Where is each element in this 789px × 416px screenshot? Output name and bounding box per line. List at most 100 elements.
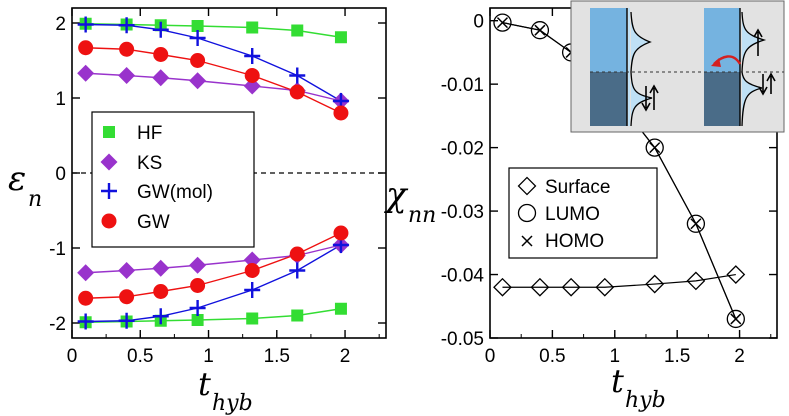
right-ytick-label: 0: [473, 12, 484, 33]
right-ytick-label: -0.03: [441, 202, 484, 223]
point-ks-upper: [243, 77, 261, 95]
point-gw-lower: [333, 225, 349, 241]
legend-lumo-label: LUMO: [545, 204, 600, 225]
point-surface: [493, 277, 512, 297]
legend-homo-marker: [521, 235, 533, 247]
point-ks-upper: [77, 64, 95, 82]
right-xtick-label: 1.5: [664, 346, 690, 367]
point-surface: [726, 265, 746, 284]
point-gw-lower: [244, 263, 260, 278]
point-surface: [645, 274, 665, 294]
point-lumo: [686, 214, 706, 233]
series-surface-line: [502, 273, 736, 288]
legend-homo-label: HOMO: [545, 231, 604, 252]
right-xtick-label: 2: [734, 346, 745, 367]
point-homo: [534, 24, 546, 36]
point-hf-lower: [191, 314, 204, 326]
point-hf-upper: [291, 24, 304, 37]
point-gw-lower: [289, 246, 305, 262]
legend-gw-marker: [101, 213, 117, 229]
inset-metal-left-empty: [590, 8, 627, 72]
point-hf-upper: [334, 31, 347, 44]
point-gwmol-upper: [118, 17, 135, 34]
right-xlabel-main: t: [611, 362, 624, 400]
right-ytick-label: -0.01: [441, 75, 484, 96]
point-ks-lower: [152, 259, 170, 277]
point-homo: [649, 142, 661, 154]
legend-lumo-marker: [517, 203, 537, 223]
left-series-group: [77, 16, 350, 330]
left-legend: HF KS GW(mol) GW: [91, 111, 255, 248]
point-gw-upper: [244, 68, 260, 83]
left-xtick-label: 2: [340, 346, 351, 367]
left-xlabel-sub: hyb: [212, 391, 253, 416]
point-gw-lower: [190, 278, 206, 293]
left-xtick-label: 0.5: [127, 346, 153, 367]
point-ks-lower: [243, 251, 261, 269]
right-xlabel-sub: hyb: [625, 388, 666, 413]
left-ylabel-sub: n: [28, 187, 42, 212]
left-axis-ticks: 0 0.5 1 1.5 2 -2 -1 0 1 2: [49, 8, 386, 367]
point-ks-lower: [118, 262, 136, 279]
left-ytick-label: -2: [49, 314, 66, 335]
point-gw-upper: [119, 41, 135, 57]
point-gw-upper: [190, 53, 206, 68]
point-lumo: [645, 138, 664, 157]
left-xtick-label: 0: [67, 346, 78, 367]
point-gwmol-lower: [189, 300, 206, 316]
legend-surface-marker: [517, 176, 537, 196]
point-lumo: [530, 21, 550, 40]
point-gwmol-upper: [152, 21, 169, 38]
point-gwmol-upper: [244, 48, 261, 64]
legend-ks-label: KS: [137, 153, 162, 174]
point-hf-lower: [246, 312, 259, 325]
point-ks-upper: [118, 67, 136, 84]
point-lumo: [493, 13, 512, 32]
point-hf-upper: [246, 21, 259, 34]
inset-metal-right-empty: [704, 8, 740, 72]
point-surface: [686, 271, 706, 291]
left-legend-box: [91, 111, 255, 248]
right-xtick-label: 1: [609, 346, 620, 367]
right-ytick-label: -0.05: [441, 329, 484, 350]
legend-hf-marker: [103, 126, 115, 138]
inset-spin-up-right-icon: [753, 28, 763, 56]
point-gwmol-lower: [118, 312, 135, 329]
point-lumo: [726, 309, 745, 329]
left-ytick-label: 1: [55, 89, 66, 110]
right-ylabel-main: χ: [384, 175, 409, 215]
right-ytick-label: -0.02: [441, 139, 484, 160]
point-gw-upper: [333, 105, 349, 121]
point-gw-lower: [78, 290, 94, 306]
right-legend-box: [508, 167, 658, 259]
right-legend: Surface LUMO HOMO: [508, 167, 658, 259]
legend-gwmol-marker: [101, 183, 117, 199]
point-hf-lower: [334, 302, 347, 315]
point-ks-upper: [189, 72, 207, 90]
right-axis-ticks: 0 0.5 1 1.5 2 0 -0.01 -0.02 -0.03 -0.04 -0.05: [441, 8, 777, 367]
right-ytick-label: -0.04: [441, 266, 485, 287]
inset-spin-pair-left-icon: [641, 84, 659, 112]
right-panel: 0 0.5 1 1.5 2 0 -0.01 -0.02 -0.03 -0.04 -0.05 Surf…: [384, 0, 785, 413]
legend-ks-marker: [100, 153, 118, 171]
left-xlabel-main: t: [198, 365, 211, 403]
point-ks-upper: [152, 69, 170, 87]
left-ytick-label: -1: [49, 239, 66, 260]
point-gwmol-upper: [189, 30, 206, 46]
point-surface: [530, 277, 550, 297]
legend-hf-label: HF: [137, 123, 162, 144]
legend-surface-label: Surface: [545, 177, 610, 198]
point-surface: [561, 277, 581, 297]
point-gw-upper: [289, 84, 305, 100]
point-gwmol-lower: [152, 308, 169, 325]
point-gwmol-lower: [77, 313, 94, 330]
inset-metal-left-filled: [590, 72, 627, 126]
inset-spin-pair-right-icon: [758, 72, 776, 96]
point-gwmol-upper: [77, 16, 94, 33]
point-gw-upper: [153, 47, 169, 62]
point-homo: [690, 218, 702, 230]
legend-gwmol-label: GW(mol): [137, 182, 213, 203]
point-surface: [595, 277, 615, 297]
point-homo: [730, 313, 742, 325]
point-hf-lower: [291, 309, 304, 322]
